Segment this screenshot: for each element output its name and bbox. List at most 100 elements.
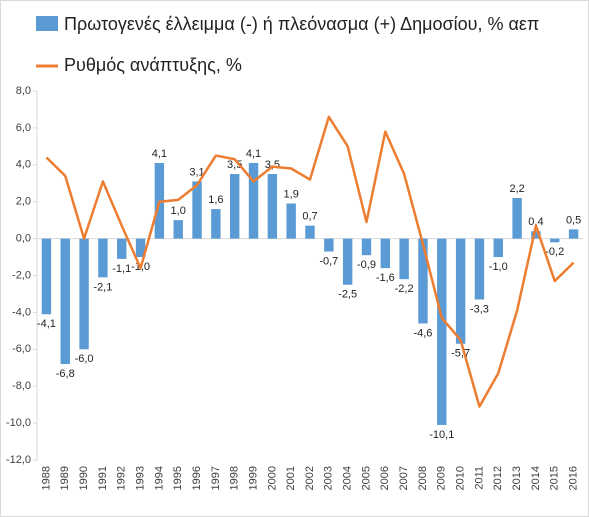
data-label: -4,1 — [37, 318, 56, 330]
x-tick-label: 2005 — [360, 466, 372, 490]
y-tick-label: -12,0 — [6, 454, 31, 466]
x-tick-label: 1994 — [153, 466, 165, 490]
y-tick-label: -4,0 — [12, 306, 31, 318]
bar — [493, 238, 503, 258]
bar — [173, 220, 183, 239]
x-tick-label: 2015 — [549, 466, 561, 490]
data-label: -1,0 — [489, 261, 508, 273]
bar — [229, 174, 240, 239]
y-tick-label: -6,0 — [12, 343, 31, 355]
bar — [135, 238, 146, 258]
x-tick-label: 1992 — [116, 466, 128, 490]
legend-label: Πρωτογενές έλλειμμα (-) ή πλεόνασμα (+) … — [64, 14, 539, 34]
bar — [418, 238, 428, 324]
x-tick-label: 2010 — [455, 466, 467, 490]
x-tick-label: 2002 — [304, 466, 316, 490]
legend-label: Ρυθμός ανάπτυξης, % — [64, 55, 242, 75]
x-tick-label: 2001 — [285, 466, 297, 490]
data-label: 1,0 — [171, 205, 186, 217]
data-label: 1,6 — [208, 194, 223, 206]
data-label: -1,6 — [376, 272, 395, 284]
x-tick-label: 2011 — [473, 466, 485, 490]
data-label: 4,1 — [152, 148, 167, 160]
line — [45, 115, 575, 408]
x-tick-label: 2004 — [342, 466, 354, 490]
bar — [41, 238, 52, 315]
data-label: -2,2 — [395, 283, 414, 295]
y-tick-label: 2,0 — [16, 196, 31, 208]
bar — [399, 238, 409, 280]
y-tick-label: -2,0 — [12, 269, 31, 281]
x-tick-label: 1997 — [210, 466, 222, 490]
data-label: -0,9 — [357, 259, 376, 271]
data-label: -2,5 — [338, 289, 357, 301]
bar — [79, 238, 89, 350]
data-label: 3,1 — [189, 166, 204, 178]
x-tick-label: 2006 — [379, 466, 391, 490]
bar — [117, 238, 127, 259]
data-label: -0,7 — [319, 255, 338, 267]
data-label: 3,5 — [265, 159, 280, 171]
x-tick-label: 2003 — [323, 466, 335, 490]
x-tick-label: 1991 — [97, 466, 109, 490]
bar — [380, 238, 391, 269]
x-tick-label: 2008 — [417, 466, 429, 490]
x-tick-label: 1990 — [78, 466, 90, 490]
bar — [342, 238, 353, 285]
y-tick-label: 4,0 — [16, 159, 31, 171]
x-tick-label: 1998 — [229, 466, 241, 490]
data-label: 0,7 — [302, 211, 317, 223]
data-label: -3,3 — [470, 303, 489, 315]
x-tick-label: 1999 — [247, 466, 259, 490]
x-tick-label: 1989 — [59, 466, 71, 490]
data-label: -6,0 — [75, 353, 94, 365]
bar — [455, 238, 466, 344]
bar — [305, 225, 315, 239]
x-tick-label: 2009 — [436, 466, 448, 490]
x-tick-label: 2012 — [492, 466, 504, 490]
bar — [211, 209, 221, 239]
bar — [324, 238, 334, 252]
data-label: 2,2 — [509, 183, 524, 195]
x-tick-label: 1995 — [172, 466, 184, 490]
bar — [568, 229, 579, 239]
legend-swatch-bar — [36, 16, 58, 31]
bar — [512, 198, 522, 239]
x-tick-label: 2016 — [567, 466, 579, 490]
data-label: 0,5 — [566, 214, 581, 226]
x-tick-label: 1988 — [40, 466, 52, 490]
data-label: 1,9 — [284, 188, 299, 200]
x-tick-label: 2014 — [530, 466, 542, 490]
y-tick-label: -10,0 — [6, 417, 31, 429]
bar — [361, 238, 372, 256]
bar — [192, 181, 202, 239]
data-label: -1,1 — [112, 263, 131, 275]
x-tick-label: 2013 — [511, 466, 523, 490]
bar — [248, 162, 259, 239]
data-label: -6,8 — [56, 368, 75, 380]
bar — [60, 238, 70, 365]
data-label: 0,4 — [528, 216, 543, 228]
x-tick-label: 2000 — [266, 466, 278, 490]
bar — [98, 238, 108, 278]
data-label: -10,1 — [429, 429, 454, 441]
bar — [474, 238, 485, 300]
bar — [437, 238, 447, 425]
x-tick-label: 1996 — [191, 466, 203, 490]
bar — [286, 203, 296, 239]
y-tick-label: 6,0 — [16, 122, 31, 134]
data-label: -2,1 — [93, 281, 112, 293]
x-tick-label: 1993 — [134, 466, 146, 490]
bar — [531, 231, 541, 239]
y-tick-label: 0,0 — [16, 233, 31, 245]
x-tick-label: 2007 — [398, 466, 410, 490]
bar — [550, 238, 560, 243]
y-tick-label: 8,0 — [16, 85, 31, 97]
data-label: -4,6 — [413, 327, 432, 339]
bar — [267, 174, 278, 239]
data-label: 4,1 — [246, 148, 261, 160]
data-label: -5,7 — [451, 348, 470, 360]
y-tick-label: -8,0 — [12, 380, 31, 392]
data-label: -0,2 — [545, 246, 564, 258]
